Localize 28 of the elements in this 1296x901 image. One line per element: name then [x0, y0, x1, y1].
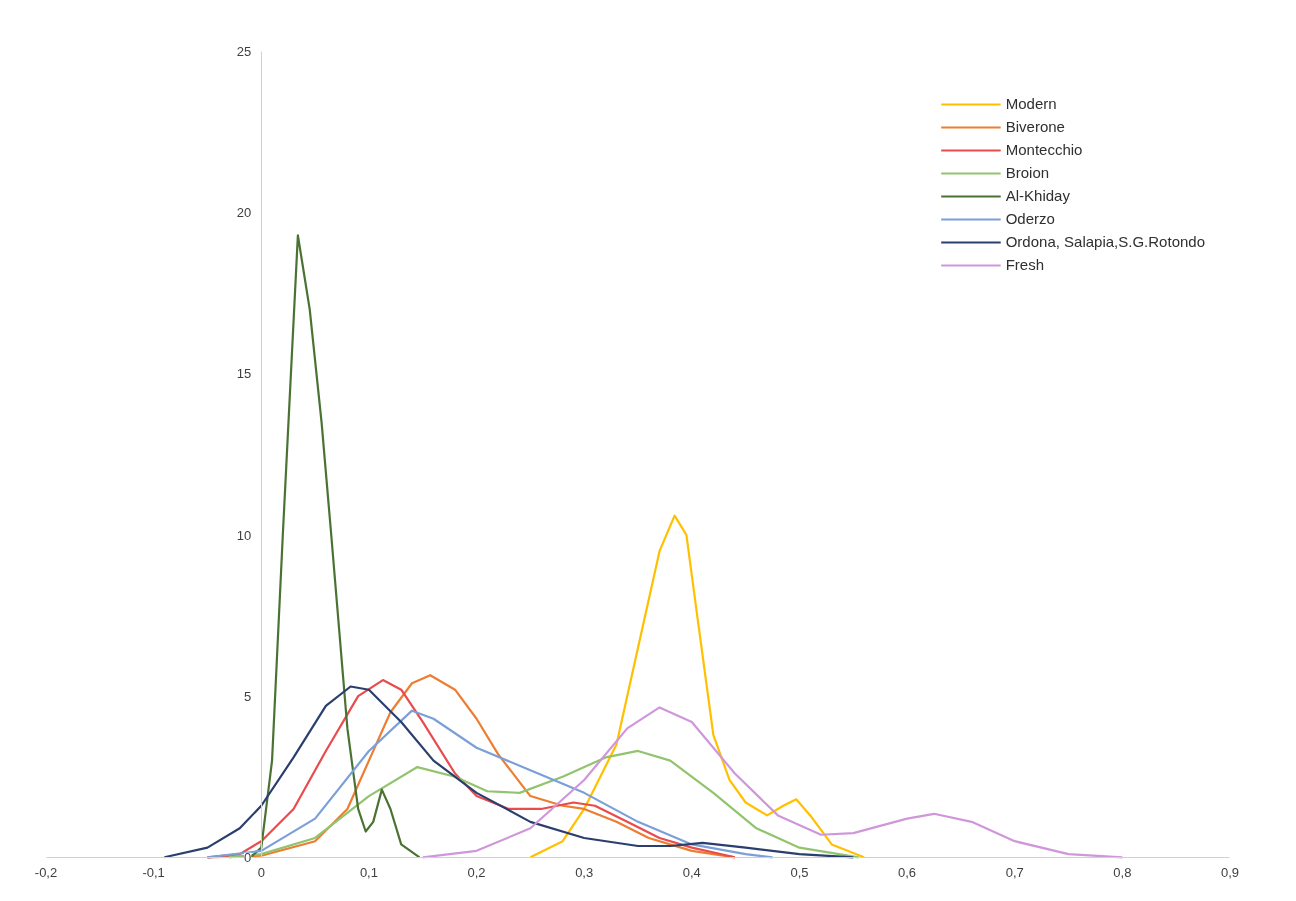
- x-tick-label: 0,7: [1005, 865, 1024, 881]
- x-tick-label: 0,6: [898, 865, 917, 881]
- x-tick-label: -0,1: [142, 865, 165, 881]
- x-tick-label: 0: [257, 865, 265, 881]
- y-tick-label: 20: [236, 205, 252, 221]
- line-series: [421, 706, 1124, 859]
- y-tick-label: 5: [244, 688, 252, 704]
- x-tick-label: 0,4: [682, 865, 701, 881]
- y-tick-label: 0: [244, 849, 252, 865]
- x-tick-label: -0,2: [34, 865, 58, 881]
- legend-label: Oderzo: [1005, 210, 1055, 227]
- x-tick-label: 0,2: [467, 865, 486, 881]
- legend-label: Al-Khiday: [1005, 187, 1070, 204]
- x-tick-label: 0,8: [1113, 865, 1132, 881]
- x-tick-label: 0,3: [575, 865, 594, 881]
- x-tick-label: 0,5: [790, 865, 809, 881]
- y-tick-label: 15: [236, 366, 252, 382]
- y-tick-label: 10: [236, 527, 252, 543]
- x-tick-label: 0,9: [1220, 865, 1240, 881]
- legend-label: Biverone: [1005, 118, 1065, 135]
- x-tick-label: 0,1: [359, 865, 378, 881]
- line-series: [529, 514, 866, 859]
- legend-label: Montecchio: [1005, 141, 1083, 158]
- y-tick-label: 25: [236, 44, 252, 60]
- legend-label: Fresh: [1005, 256, 1045, 273]
- legend-label: Broion: [1005, 164, 1050, 181]
- legend-label: Ordona, Salapia,S.G.Rotondo: [1005, 233, 1205, 250]
- legend-label: Modern: [1005, 95, 1057, 112]
